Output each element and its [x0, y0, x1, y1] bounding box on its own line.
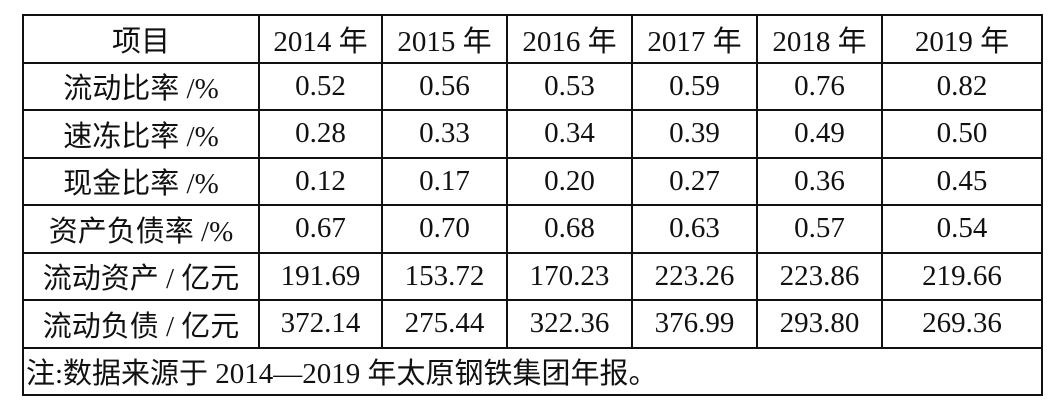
data-cell: 0.27 — [631, 156, 758, 206]
data-cell: 0.63 — [631, 204, 758, 254]
data-cell: 0.52 — [258, 61, 383, 111]
header-cell: 2018 年 — [756, 14, 883, 64]
data-cell: 0.17 — [381, 156, 508, 206]
data-cell: 0.50 — [881, 109, 1043, 159]
row-label: 资产负债率 /% — [22, 204, 260, 254]
note: 注:数据来源于 2014—2019 年太原钢铁集团年报。 — [22, 346, 1043, 396]
data-cell: 0.82 — [881, 61, 1043, 111]
data-cell: 170.23 — [506, 251, 633, 301]
data-cell: 219.66 — [881, 251, 1043, 301]
data-row: 现金比率 /% 0.12 0.17 0.20 0.27 0.36 0.45 — [22, 156, 1043, 206]
data-cell: 0.68 — [506, 204, 633, 254]
data-cell: 0.33 — [381, 109, 508, 159]
data-cell: 269.36 — [881, 299, 1043, 349]
data-cell: 223.26 — [631, 251, 758, 301]
data-cell: 0.57 — [756, 204, 883, 254]
row-label: 流动负债 / 亿元 — [22, 299, 260, 349]
data-row: 流动负债 / 亿元 372.14 275.44 322.36 376.99 293.80 2… — [22, 299, 1043, 349]
data-row: 资产负债率 /% 0.67 0.70 0.68 0.63 0.57 0.54 — [22, 204, 1043, 254]
data-cell: 0.45 — [881, 156, 1043, 206]
data-row: 流动比率 /% 0.52 0.56 0.53 0.59 0.76 0.82 — [22, 61, 1043, 111]
data-cell: 0.20 — [506, 156, 633, 206]
data-cell: 0.59 — [631, 61, 758, 111]
data-cell: 0.76 — [756, 61, 883, 111]
data-table: 项目 2014 年 2015 年 2016 年 2017 年 2018 年 2019 年流动… — [22, 14, 1043, 396]
data-cell: 0.12 — [258, 156, 383, 206]
data-cell: 0.28 — [258, 109, 383, 159]
header-cell: 2014 年 — [258, 14, 383, 64]
data-cell: 322.36 — [506, 299, 633, 349]
header-row: 项目 2014 年 2015 年 2016 年 2017 年 2018 年 2019 年 — [22, 14, 1043, 64]
data-cell: 191.69 — [258, 251, 383, 301]
data-cell: 153.72 — [381, 251, 508, 301]
data-cell: 293.80 — [756, 299, 883, 349]
data-cell: 0.53 — [506, 61, 633, 111]
header-cell: 2017 年 — [631, 14, 758, 64]
data-cell: 0.56 — [381, 61, 508, 111]
data-cell: 0.54 — [881, 204, 1043, 254]
data-cell: 0.34 — [506, 109, 633, 159]
note-row: 注:数据来源于 2014—2019 年太原钢铁集团年报。 — [22, 346, 1043, 396]
table-body: 项目 2014 年 2015 年 2016 年 2017 年 2018 年 2019 年流动… — [22, 14, 1043, 396]
data-cell: 223.86 — [756, 251, 883, 301]
data-cell: 275.44 — [381, 299, 508, 349]
data-cell: 376.99 — [631, 299, 758, 349]
data-cell: 0.39 — [631, 109, 758, 159]
data-row: 流动资产 / 亿元 191.69 153.72 170.23 223.26 223.86 2… — [22, 251, 1043, 301]
header-cell: 2015 年 — [381, 14, 508, 64]
data-cell: 0.67 — [258, 204, 383, 254]
data-cell: 0.49 — [756, 109, 883, 159]
row-label: 流动比率 /% — [22, 61, 260, 111]
data-cell: 0.70 — [381, 204, 508, 254]
header-cell: 2016 年 — [506, 14, 633, 64]
row-label: 流动资产 / 亿元 — [22, 251, 260, 301]
header-cell: 2019 年 — [881, 14, 1043, 64]
data-cell: 372.14 — [258, 299, 383, 349]
header-cell: 项目 — [22, 14, 260, 64]
row-label: 速冻比率 /% — [22, 109, 260, 159]
data-row: 速冻比率 /% 0.28 0.33 0.34 0.39 0.49 0.50 — [22, 109, 1043, 159]
data-cell: 0.36 — [756, 156, 883, 206]
row-label: 现金比率 /% — [22, 156, 260, 206]
